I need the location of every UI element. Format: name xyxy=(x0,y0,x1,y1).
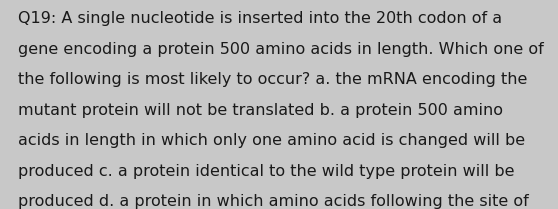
Text: Q19: A single nucleotide is inserted into the 20th codon of a: Q19: A single nucleotide is inserted int… xyxy=(18,11,502,26)
Text: gene encoding a protein 500 amino acids in length. Which one of: gene encoding a protein 500 amino acids … xyxy=(18,42,543,57)
Text: acids in length in which only one amino acid is changed will be: acids in length in which only one amino … xyxy=(18,133,525,148)
Text: produced d. a protein in which amino acids following the site of: produced d. a protein in which amino aci… xyxy=(18,194,529,209)
Text: the following is most likely to occur? a. the mRNA encoding the: the following is most likely to occur? a… xyxy=(18,72,527,87)
Text: produced c. a protein identical to the wild type protein will be: produced c. a protein identical to the w… xyxy=(18,164,514,179)
Text: mutant protein will not be translated b. a protein 500 amino: mutant protein will not be translated b.… xyxy=(18,103,503,118)
